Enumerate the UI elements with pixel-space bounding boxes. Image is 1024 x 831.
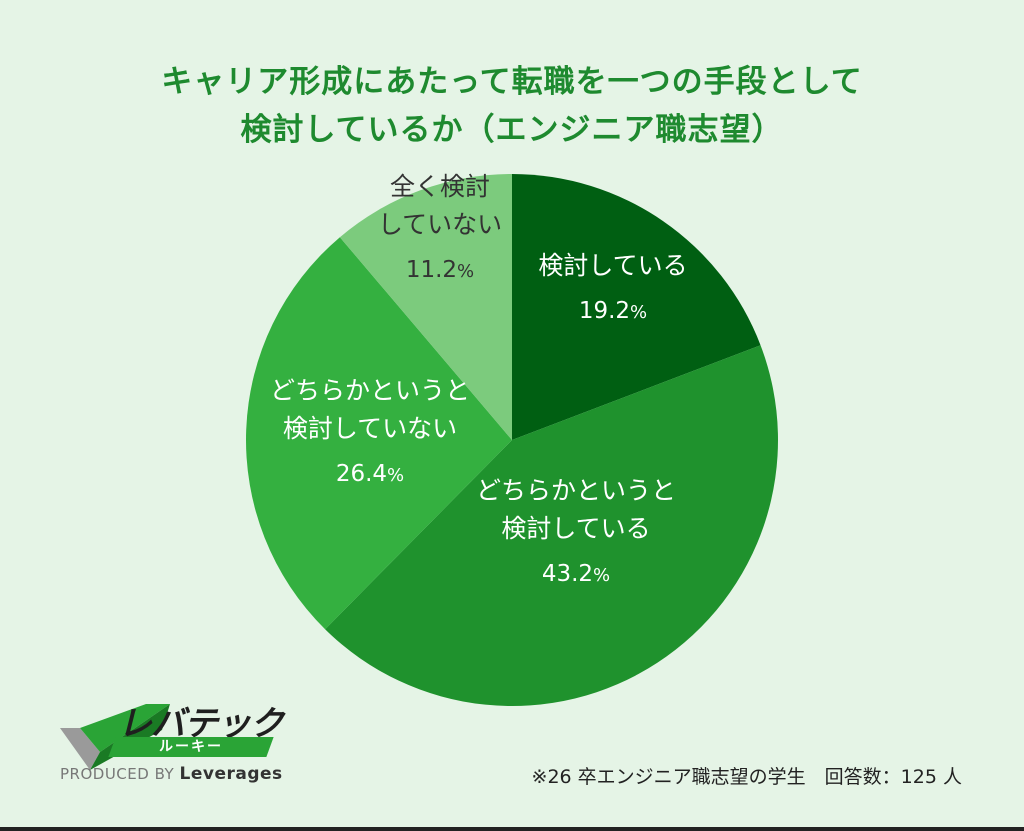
slice-4-label-line-1: 全く検討 [390,172,490,201]
pie-slice-4 [339,174,512,440]
produced-by: PRODUCED BY Leverages [60,764,283,784]
pie-slice-3 [245,237,512,630]
slice-2-label-line-2: 検討している [501,514,650,543]
produced-by-prefix: PRODUCED BY [60,765,175,783]
bottom-border [0,827,1024,831]
slice-2-value: 43.2% [542,561,610,587]
slice-3-value: 26.4% [336,461,404,487]
produced-by-brand: Leverages [179,764,283,784]
slice-1-label-line-1: 検討している [538,251,687,280]
chart-title: キャリア形成にあたって転職を一つの手段として 検討しているか（エンジニア職志望） [0,58,1024,154]
slice-3-label-line-2: 検討していない [283,414,457,443]
slice-3-label-line-1: どちらかというと [270,376,470,405]
logo-subtitle: ルーキー [159,739,223,755]
chart-title-line-2: 検討しているか（エンジニア職志望） [240,112,784,148]
chart-title-line-1: キャリア形成にあたって転職を一つの手段として [161,64,863,100]
pie-slice-1 [512,174,761,440]
slice-4-value: 11.2% [406,257,474,283]
slice-1-value: 19.2% [579,298,647,324]
pie-slice-2 [325,345,779,707]
slice-2-label-line-1: どちらかというと [476,476,676,505]
footnote: ※26 卒エンジニア職志望の学生 回答数：125 人 [531,766,962,788]
slice-4-label-line-2: していない [378,210,502,239]
